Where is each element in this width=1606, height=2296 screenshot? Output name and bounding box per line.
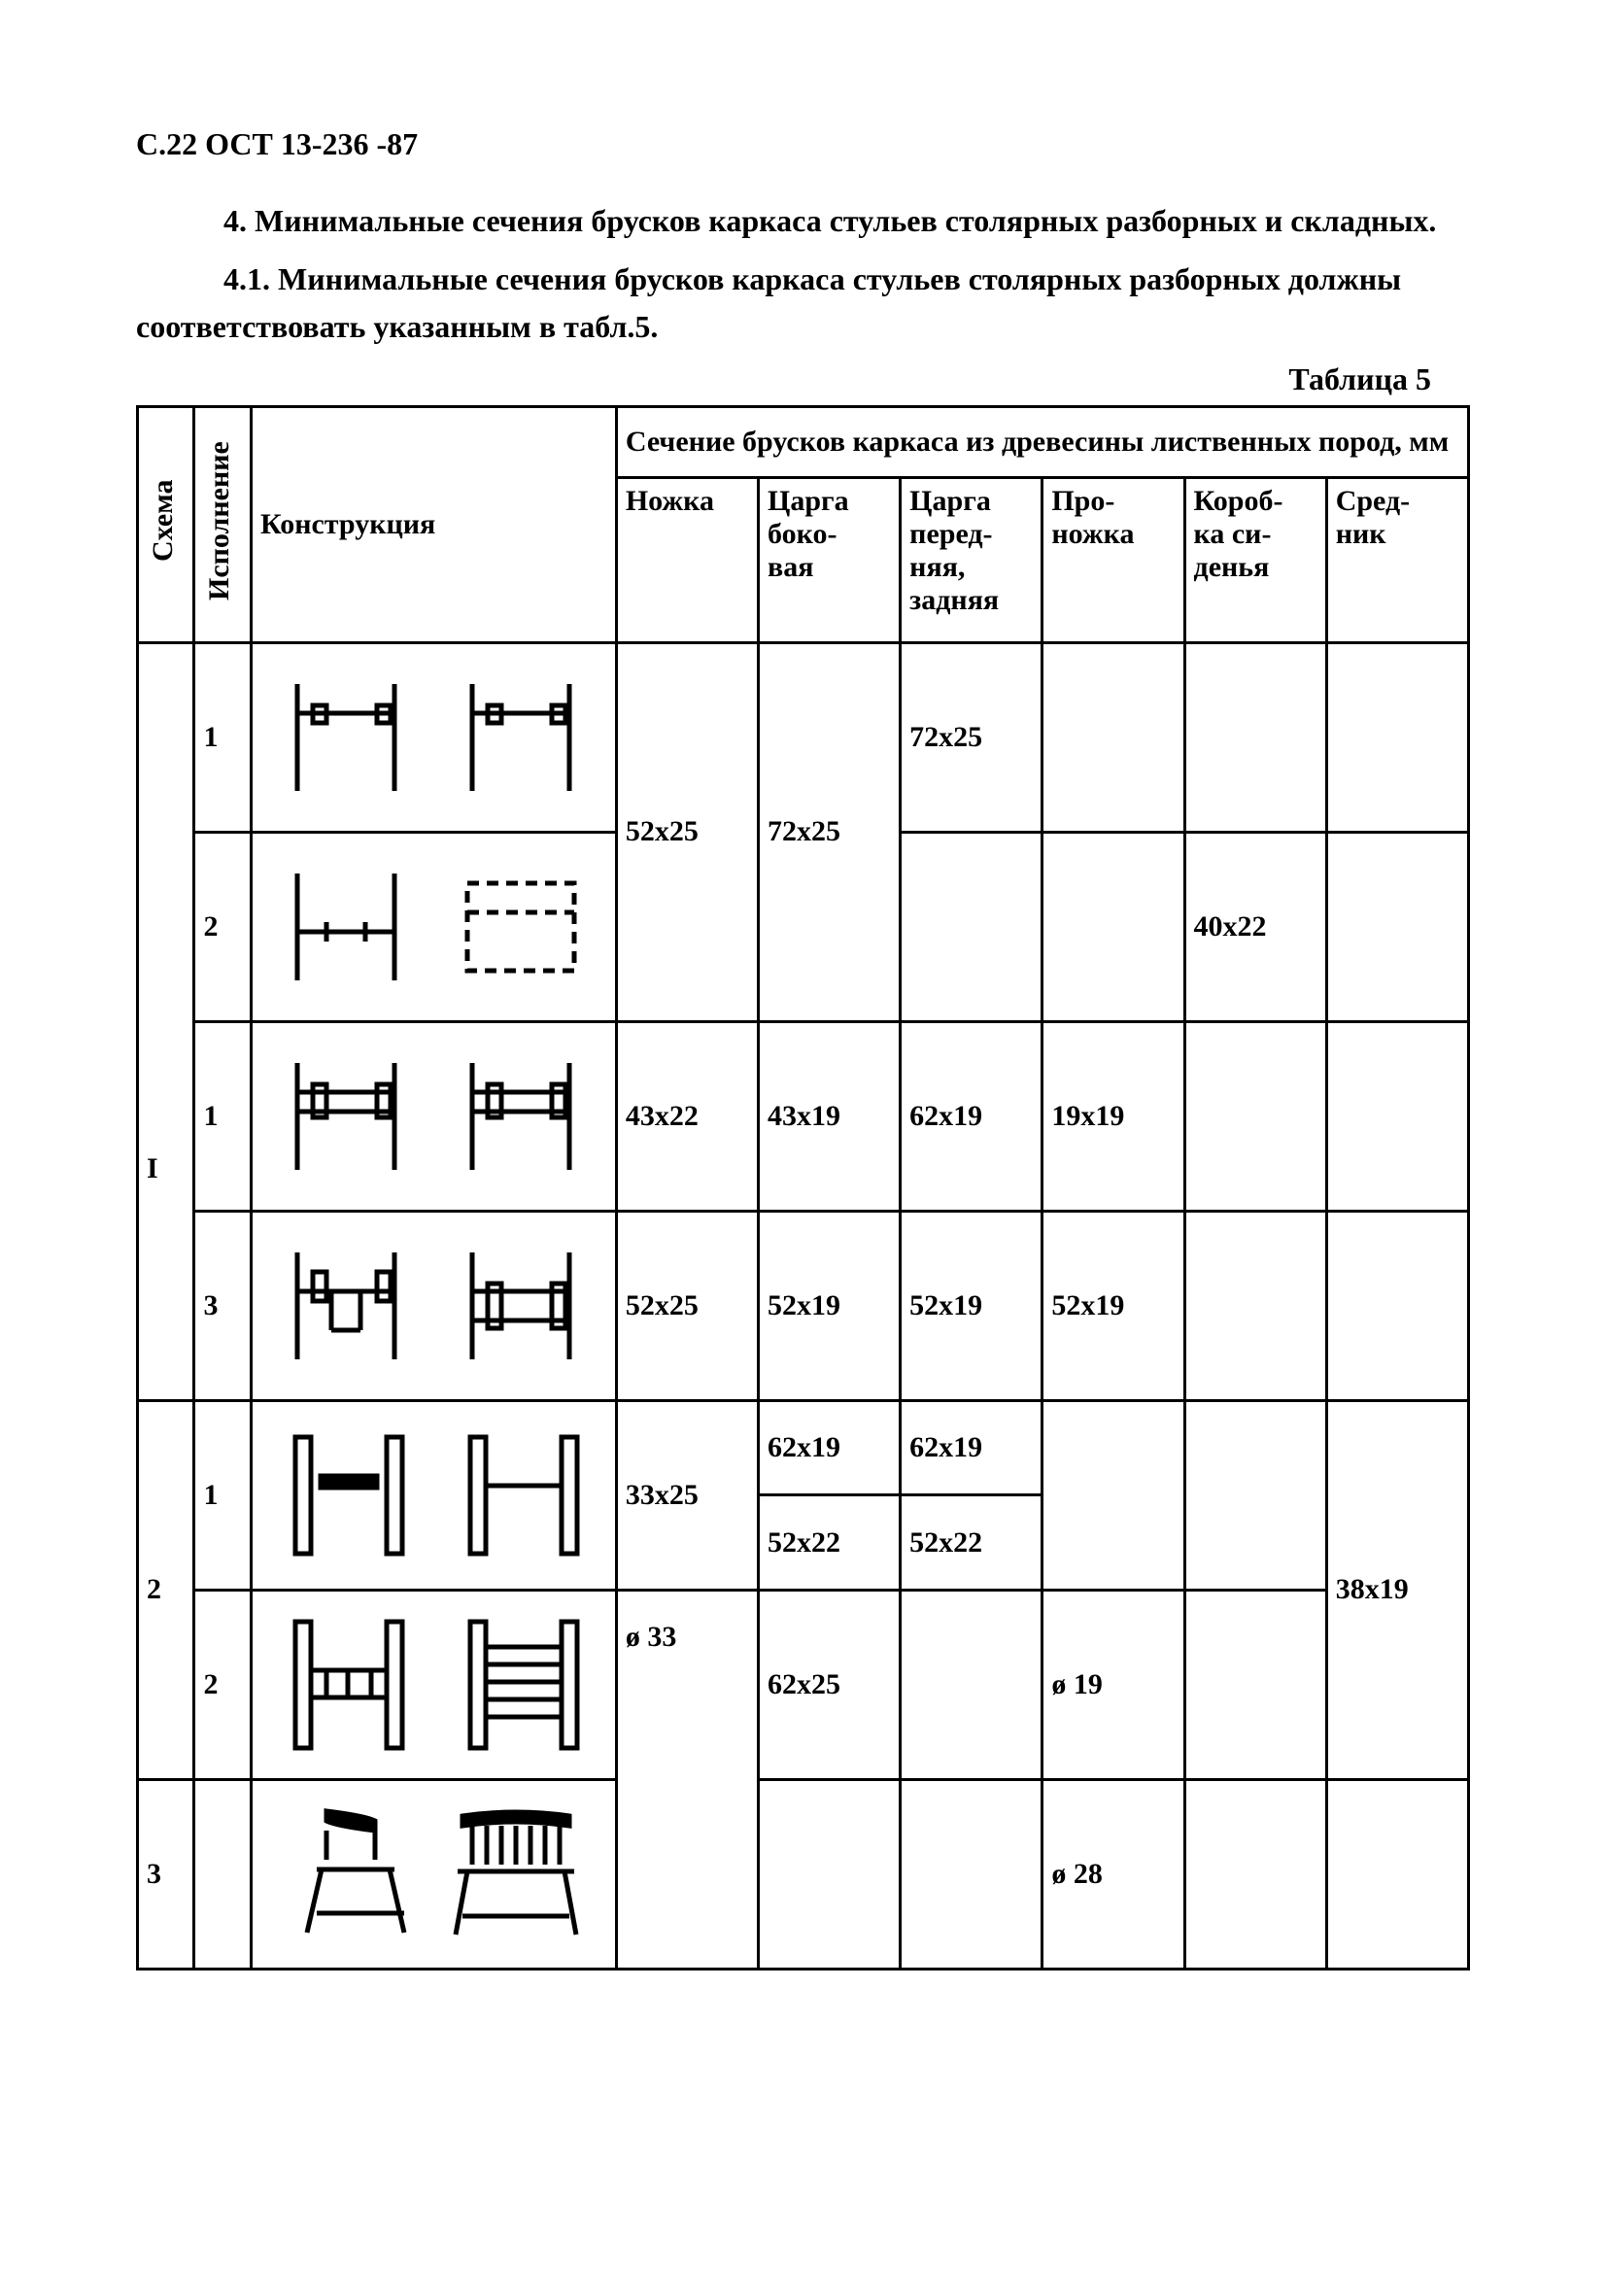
cell-s2r2-pron: ø 19 [1042,1590,1184,1779]
cell-r3-tsb: 43x19 [759,1021,901,1211]
cell-konstr-1-2 [251,832,616,1021]
cell-empty [759,1779,901,1969]
cell-empty [1042,642,1184,832]
diagram-icon [278,674,589,801]
cell-konstr-3 [251,1779,616,1969]
cell-isp-1b: 1 [194,1021,251,1211]
cell-empty [901,1590,1042,1779]
cell-schema-1: I [138,642,194,1400]
table-row: 2 ø 33 62x25 ø 19 [138,1590,1469,1779]
cell-konstr-1-4 [251,1211,616,1400]
cell-s2r2-nozhka: ø 33 [616,1590,758,1969]
cell-s2r1-nozhka: 33x25 [616,1400,758,1590]
cell-r1-tsb: 72x25 [759,642,901,1021]
table-row: I 1 52x25 72x25 72x25 [138,642,1469,832]
diagram-icon [278,864,589,990]
cell-r3-tsp: 62x19 [901,1021,1042,1211]
cell-s2-srednik: 38x19 [1326,1400,1468,1779]
th-nozhka: Ножка [616,477,758,642]
cell-empty [1326,832,1468,1021]
cell-s2r1a-tsp: 62x19 [901,1400,1042,1495]
th-tsarga-per: Царга перед- няя, задняя [901,477,1042,642]
cell-konstr-2-2 [251,1590,616,1779]
cell-s2-isp-2: 2 [194,1590,251,1779]
cell-empty [1184,1021,1326,1211]
cell-empty [901,832,1042,1021]
th-srednik: Сред- ник [1326,477,1468,642]
th-pronozhka: Про- ножка [1042,477,1184,642]
cell-isp-2: 2 [194,832,251,1021]
th-isp-text: Исполнение [203,414,236,628]
cell-r2-korob: 40x22 [1184,832,1326,1021]
section-4: 4. Минимальные сечения брусков каркаса с… [136,197,1470,246]
cell-r1-tsp: 72x25 [901,642,1042,832]
th-korobka: Короб- ка си- денья [1184,477,1326,642]
table-caption: Таблица 5 [136,361,1431,397]
cell-r1-nozhka: 52x25 [616,642,758,1021]
cell-r4-nozhka: 52x25 [616,1211,758,1400]
cell-schema-2: 2 [138,1400,194,1779]
th-tsarga-bok: Царга боко- вая [759,477,901,642]
cell-empty [1184,1779,1326,1969]
th-section-group: Сечение брусков каркаса из древесины лис… [616,406,1468,477]
cell-schema-3: 3 [138,1779,194,1969]
cell-empty [1326,1021,1468,1211]
cell-konstr-1-1 [251,642,616,832]
table-5: Схема Исполнение Конструкция Сечение бру… [136,405,1470,1970]
table-row: 1 43x22 43x19 62x19 19x19 [138,1021,1469,1211]
cell-empty [1042,832,1184,1021]
cell-empty [1326,1211,1468,1400]
cell-empty [1326,1779,1468,1969]
cell-isp-3: 3 [194,1211,251,1400]
table-row: 3 52x25 52x19 52x19 52x19 [138,1211,1469,1400]
section-4-1: 4.1. Минимальные сечения брусков каркаса… [136,256,1470,352]
table-header-row-1: Схема Исполнение Конструкция Сечение бру… [138,406,1469,477]
diagram-icon [278,1612,589,1758]
cell-empty [901,1779,1042,1969]
cell-s3-pron: ø 28 [1042,1779,1184,1969]
cell-empty [1326,642,1468,832]
cell-r4-tsb: 52x19 [759,1211,901,1400]
page-header: С.22 ОСТ 13-236 -87 [136,126,1470,162]
cell-r3-pron: 19x19 [1042,1021,1184,1211]
cell-s2r1a-tsb: 62x19 [759,1400,901,1495]
cell-r3-nozhka: 43x22 [616,1021,758,1211]
cell-s3-isp [194,1779,251,1969]
cell-s2r1b-tsb: 52x22 [759,1495,901,1591]
th-schema-text: Схема [147,414,180,628]
cell-empty [1184,1211,1326,1400]
diagram-icon [278,1427,589,1563]
diagram-icon [278,1801,589,1947]
cell-empty [1042,1400,1184,1590]
table-row: 3 [138,1779,1469,1969]
diagram-icon [278,1243,589,1369]
th-schema: Схема [138,406,194,642]
document-page: С.22 ОСТ 13-236 -87 4. Минимальные сечен… [0,0,1606,2296]
cell-s2r1b-tsp: 52x22 [901,1495,1042,1591]
cell-konstr-1-3 [251,1021,616,1211]
cell-s2r2-tsb: 62x25 [759,1590,901,1779]
diagram-icon [278,1053,589,1180]
th-isp: Исполнение [194,406,251,642]
cell-empty [1184,1590,1326,1779]
cell-s2-isp-1: 1 [194,1400,251,1590]
cell-empty [1184,1400,1326,1590]
cell-empty [1184,642,1326,832]
table-row: 2 1 33x25 62x19 62x19 38 [138,1400,1469,1495]
cell-r4-tsp: 52x19 [901,1211,1042,1400]
cell-isp-1: 1 [194,642,251,832]
cell-r4-pron: 52x19 [1042,1211,1184,1400]
cell-konstr-2-1 [251,1400,616,1590]
th-konstr: Конструкция [251,406,616,642]
